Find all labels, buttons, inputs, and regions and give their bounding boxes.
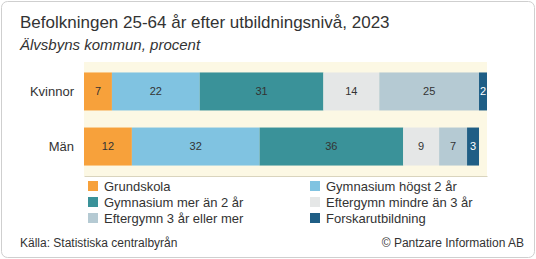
data-label: 36 — [325, 140, 337, 152]
data-label: 22 — [150, 85, 162, 97]
bar-segment — [112, 72, 200, 110]
data-label: 7 — [450, 140, 456, 152]
bar-segment — [200, 72, 324, 110]
bar-segment — [323, 72, 379, 110]
data-label: 7 — [95, 85, 101, 97]
bar-segment — [379, 72, 479, 110]
frame — [2, 2, 535, 258]
legend-item: Gymnasium högst 2 år — [310, 179, 457, 194]
y-tick-label: Kvinnor — [30, 84, 75, 99]
y-tick-label: Män — [49, 139, 74, 154]
legend-label: Gymnasium mer än 2 år — [104, 195, 244, 210]
legend-swatch — [88, 213, 98, 223]
y-axis: Kvinnor Män — [30, 84, 84, 154]
data-label: 32 — [190, 140, 202, 152]
legend-swatch — [88, 181, 98, 191]
chart: Befolkningen 25-64 år efter utbildningsn… — [0, 0, 536, 259]
bar-segment — [260, 128, 404, 166]
bar-segment — [84, 128, 132, 166]
legend-item: Eftergymn mindre än 3 år — [310, 195, 473, 210]
legend-swatch — [310, 197, 320, 207]
bar-segment — [439, 128, 467, 166]
legend-label: Gymnasium högst 2 år — [326, 179, 457, 194]
title: Befolkningen 25-64 år efter utbildningsn… — [20, 13, 390, 32]
bar-segment — [467, 128, 479, 166]
legend-item: Gymnasium mer än 2 år — [88, 195, 244, 210]
legend-item: Forskarutbildning — [310, 211, 426, 226]
legend-label: Forskarutbildning — [326, 211, 426, 226]
data-label: 14 — [345, 85, 357, 97]
data-label: 2 — [480, 85, 486, 97]
data-label: 31 — [255, 85, 267, 97]
legend-item: Eftergymn 3 år eller mer — [88, 211, 244, 226]
data-label: 9 — [418, 140, 424, 152]
data-label: 3 — [470, 140, 476, 152]
source: Källa: Statistiska centralbyrån — [20, 236, 177, 250]
copyright: © Pantzare Information AB — [382, 236, 524, 250]
bar-segment — [132, 128, 260, 166]
legend-swatch — [310, 213, 320, 223]
legend-swatch — [310, 181, 320, 191]
subtitle: Älvsbyns kommun, procent — [19, 36, 201, 53]
data-label: 12 — [102, 140, 114, 152]
data-label: 25 — [423, 85, 435, 97]
y-tick: Kvinnor — [30, 84, 84, 99]
legend: Grundskola Gymnasium högst 2 år Gymnasium … — [88, 179, 473, 226]
legend-item: Grundskola — [88, 179, 171, 194]
y-tick: Män — [49, 139, 84, 154]
legend-label: Eftergymn mindre än 3 år — [326, 195, 473, 210]
bar-segment — [479, 72, 487, 110]
bar-segment — [84, 72, 112, 110]
x-axis-line — [85, 176, 488, 177]
bar-segment — [403, 128, 439, 166]
bars — [84, 72, 487, 165]
x-axis — [85, 176, 488, 177]
plot-area — [84, 62, 487, 176]
legend-label: Eftergymn 3 år eller mer — [104, 211, 244, 226]
legend-label: Grundskola — [104, 179, 171, 194]
legend-swatch — [88, 197, 98, 207]
data-labels: 7 22 31 14 25 2 12 32 36 9 7 3 — [95, 85, 486, 152]
